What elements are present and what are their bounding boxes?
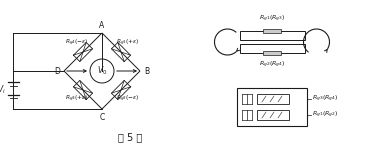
Text: $R_{g1}(R_{g3})$: $R_{g1}(R_{g3})$ — [259, 14, 285, 24]
Text: A: A — [99, 21, 105, 30]
FancyBboxPatch shape — [257, 94, 289, 104]
Text: $R_{g2}(R_{g4})$: $R_{g2}(R_{g4})$ — [259, 60, 285, 70]
Text: D: D — [54, 66, 60, 76]
FancyBboxPatch shape — [240, 31, 305, 40]
Text: $V_i$: $V_i$ — [0, 84, 6, 96]
Text: $R_{g1}(R_{g2})$: $R_{g1}(R_{g2})$ — [312, 110, 339, 120]
FancyBboxPatch shape — [263, 29, 281, 33]
Text: $R_{g3}(+\varepsilon)$: $R_{g3}(+\varepsilon)$ — [65, 94, 89, 104]
FancyBboxPatch shape — [263, 51, 281, 55]
FancyBboxPatch shape — [240, 44, 305, 53]
Text: 题 5 图: 题 5 图 — [118, 132, 142, 142]
Text: $R_{g3}(R_{g4})$: $R_{g3}(R_{g4})$ — [312, 94, 339, 104]
FancyBboxPatch shape — [257, 110, 289, 120]
Text: C: C — [99, 113, 105, 122]
FancyBboxPatch shape — [237, 88, 307, 126]
Text: B: B — [144, 66, 149, 76]
Text: $V_0$: $V_0$ — [97, 65, 107, 77]
Text: $R_{g2}(-\varepsilon)$: $R_{g2}(-\varepsilon)$ — [116, 94, 140, 104]
Text: $R_{g4}(-\varepsilon)$: $R_{g4}(-\varepsilon)$ — [65, 38, 89, 48]
Text: $R_{g1}(+\varepsilon)$: $R_{g1}(+\varepsilon)$ — [116, 38, 140, 48]
